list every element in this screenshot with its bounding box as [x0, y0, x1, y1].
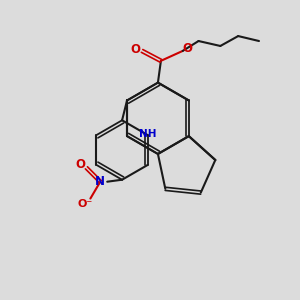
- Text: O: O: [130, 44, 140, 56]
- Text: O: O: [76, 158, 85, 171]
- Text: O: O: [183, 42, 193, 56]
- Text: O⁻: O⁻: [78, 199, 93, 208]
- Text: N: N: [95, 175, 105, 188]
- Text: NH: NH: [139, 129, 156, 139]
